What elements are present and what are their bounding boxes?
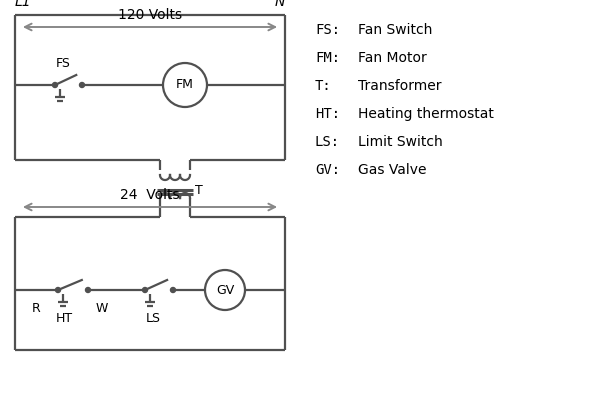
Text: HT:: HT: xyxy=(315,107,340,121)
Text: Fan Motor: Fan Motor xyxy=(358,51,427,65)
Circle shape xyxy=(53,82,57,88)
Circle shape xyxy=(86,288,90,292)
Text: Limit Switch: Limit Switch xyxy=(358,135,442,149)
Text: Heating thermostat: Heating thermostat xyxy=(358,107,494,121)
Text: N: N xyxy=(274,0,285,9)
Text: GV:: GV: xyxy=(315,163,340,177)
Text: FS:: FS: xyxy=(315,23,340,37)
Text: W: W xyxy=(96,302,108,315)
Text: 120 Volts: 120 Volts xyxy=(118,8,182,22)
Circle shape xyxy=(171,288,175,292)
Text: FS: FS xyxy=(56,57,71,70)
Text: GV: GV xyxy=(216,284,234,296)
Circle shape xyxy=(55,288,61,292)
Circle shape xyxy=(143,288,148,292)
Text: Transformer: Transformer xyxy=(358,79,441,93)
Text: T: T xyxy=(195,184,203,198)
Text: FM:: FM: xyxy=(315,51,340,65)
Text: HT: HT xyxy=(55,312,73,325)
Text: R: R xyxy=(32,302,40,315)
Text: LS: LS xyxy=(146,312,160,325)
Text: 24  Volts: 24 Volts xyxy=(120,188,180,202)
Text: FM: FM xyxy=(176,78,194,92)
Text: Fan Switch: Fan Switch xyxy=(358,23,432,37)
Text: T:: T: xyxy=(315,79,332,93)
Circle shape xyxy=(80,82,84,88)
Text: Gas Valve: Gas Valve xyxy=(358,163,427,177)
Text: LS:: LS: xyxy=(315,135,340,149)
Text: L1: L1 xyxy=(15,0,32,9)
